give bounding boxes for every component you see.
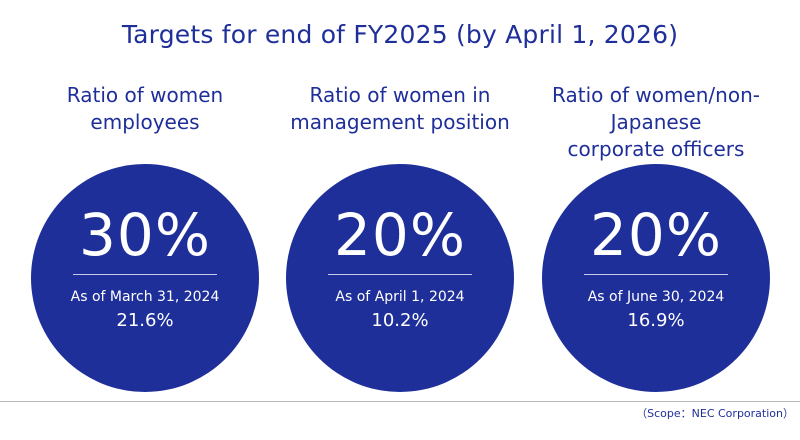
metric-label-line2: management position bbox=[290, 110, 510, 134]
divider bbox=[328, 274, 472, 275]
as-of-date: As of March 31, 2024 bbox=[70, 289, 220, 305]
target-value: 20% bbox=[590, 201, 722, 269]
metric-label: Ratio of women in management position bbox=[272, 82, 528, 136]
current-value: 10.2% bbox=[371, 310, 429, 331]
metric-label-line2: employees bbox=[90, 110, 200, 134]
metric-card-women-employees: Ratio of women employees 30% As of March… bbox=[17, 82, 273, 392]
metric-card-women-management: Ratio of women in management position 20… bbox=[272, 82, 528, 392]
as-of-date: As of June 30, 2024 bbox=[587, 289, 725, 305]
metric-label: Ratio of women/non-Japanese corporate of… bbox=[528, 82, 784, 163]
metric-label-line1: Ratio of women/non-Japanese bbox=[552, 83, 760, 134]
target-value: 30% bbox=[79, 201, 211, 269]
metric-circle: 30% As of March 31, 2024 21.6% bbox=[31, 164, 259, 392]
current-value: 16.9% bbox=[627, 310, 685, 331]
metric-label: Ratio of women employees bbox=[17, 82, 273, 136]
as-of-date: As of April 1, 2024 bbox=[335, 289, 465, 305]
metric-card-corporate-officers: Ratio of women/non-Japanese corporate of… bbox=[528, 82, 784, 392]
metric-label-line2: corporate officers bbox=[567, 137, 745, 161]
metric-circle: 20% As of April 1, 2024 10.2% bbox=[286, 164, 514, 392]
page-title: Targets for end of FY2025 (by April 1, 2… bbox=[121, 20, 679, 49]
bottom-divider bbox=[0, 401, 800, 402]
current-value: 21.6% bbox=[116, 310, 174, 331]
metric-label-line1: Ratio of women in bbox=[309, 83, 491, 107]
metric-circle: 20% As of June 30, 2024 16.9% bbox=[542, 164, 770, 392]
divider bbox=[584, 274, 728, 275]
target-value: 20% bbox=[334, 201, 466, 269]
scope-footnote: （Scope：NEC Corporation） bbox=[636, 407, 794, 420]
metric-label-line1: Ratio of women bbox=[66, 83, 224, 107]
divider bbox=[73, 274, 217, 275]
